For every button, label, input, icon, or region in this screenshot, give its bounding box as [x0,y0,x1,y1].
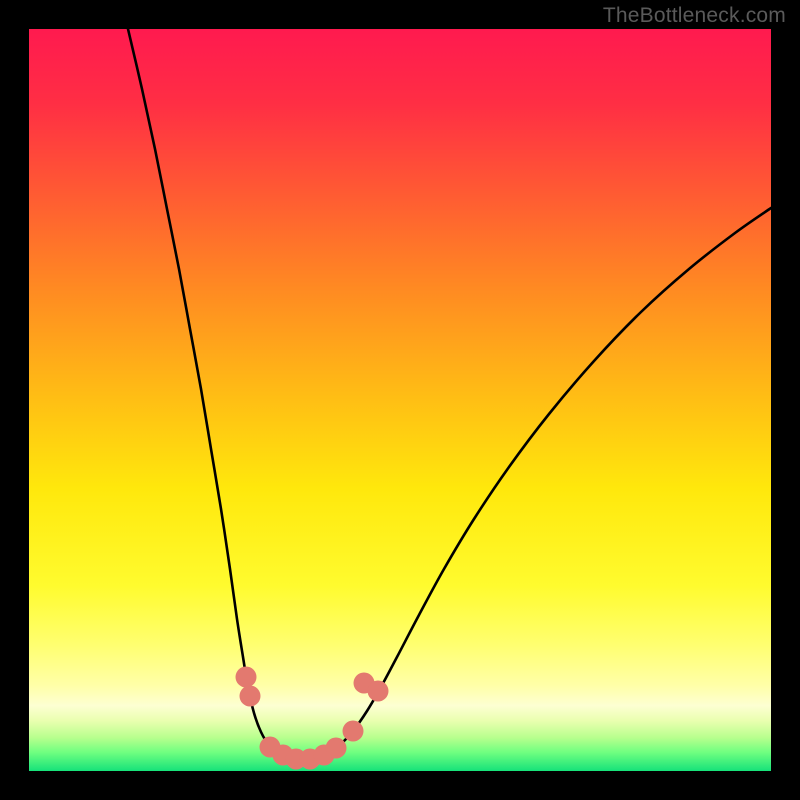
chart-plot-area [29,29,771,771]
data-marker [326,738,347,759]
data-marker [236,667,257,688]
data-marker [368,681,389,702]
watermark-text: TheBottleneck.com [603,4,786,28]
chart-svg [29,29,771,771]
data-marker [343,721,364,742]
data-marker [240,686,261,707]
chart-background [29,29,771,771]
